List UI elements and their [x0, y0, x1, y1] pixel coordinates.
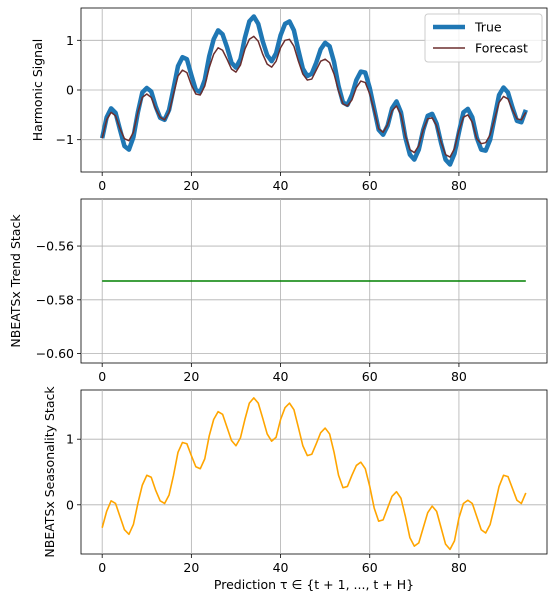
x-tick-label: 40 [273, 178, 289, 193]
y-tick-label: −0.58 [36, 292, 74, 307]
x-tick-label: 0 [98, 369, 106, 384]
ticks-harmonic: 0 20 40 60 80 −1 0 1 [56, 33, 467, 193]
y-tick-label: −0.56 [36, 239, 74, 254]
plot-area-seasonality [80, 389, 548, 555]
x-tick-label: 40 [273, 560, 289, 575]
series-line-seasonality [101, 397, 527, 551]
series-harmonic [99, 14, 528, 167]
x-tick-label: 20 [183, 369, 199, 384]
ylabel-seasonality: NBEATSx Seasonality Stack [42, 386, 57, 558]
x-tick-label: 80 [451, 369, 467, 384]
panel-seasonality-stack: 0 20 40 60 80 0 1 NBEATSx Seasonality Stack Pr… [42, 386, 548, 592]
x-tick-label: 60 [362, 560, 378, 575]
series-line-true [99, 14, 528, 167]
ylabel-harmonic: Harmonic Signal [30, 39, 45, 141]
xlabel-seasonality: Prediction τ ∈ {t + 1, ..., t + H} [214, 577, 414, 592]
ylabel-trend: NBEATSx Trend Stack [8, 214, 23, 348]
x-tick-label: 80 [451, 178, 467, 193]
ticks-trend: 0 20 40 60 80 −0.60 −0.58 −0.56 [36, 239, 467, 384]
legend: True Forecast [424, 13, 543, 63]
x-tick-label: 60 [362, 369, 378, 384]
grid-trend [81, 199, 547, 363]
x-tick-label: 0 [98, 178, 106, 193]
y-tick-label: 0 [66, 83, 74, 98]
y-tick-label: −0.60 [36, 346, 74, 361]
x-tick-label: 40 [273, 369, 289, 384]
x-tick-label: 20 [183, 178, 199, 193]
y-tick-label: −1 [56, 132, 74, 147]
x-tick-label: 0 [98, 560, 106, 575]
ticks-seasonality: 0 20 40 60 80 0 1 [66, 432, 467, 575]
x-tick-label: 20 [183, 560, 199, 575]
legend-label-forecast: Forecast [475, 41, 528, 56]
legend-label-true: True [474, 20, 502, 35]
panel-harmonic-signal: 0 20 40 60 80 −1 0 1 Harmonic Signal True Forec… [30, 7, 548, 193]
y-tick-label: 1 [66, 33, 74, 48]
x-tick-label: 60 [362, 178, 378, 193]
series-line-forecast [101, 35, 527, 158]
panel-trend-stack: 0 20 40 60 80 −0.60 −0.58 −0.56 NBEATSx Trend S… [8, 198, 548, 384]
y-tick-label: 1 [66, 432, 74, 447]
y-tick-label: 0 [66, 497, 74, 512]
series-seasonality [101, 397, 527, 551]
x-tick-label: 80 [451, 560, 467, 575]
